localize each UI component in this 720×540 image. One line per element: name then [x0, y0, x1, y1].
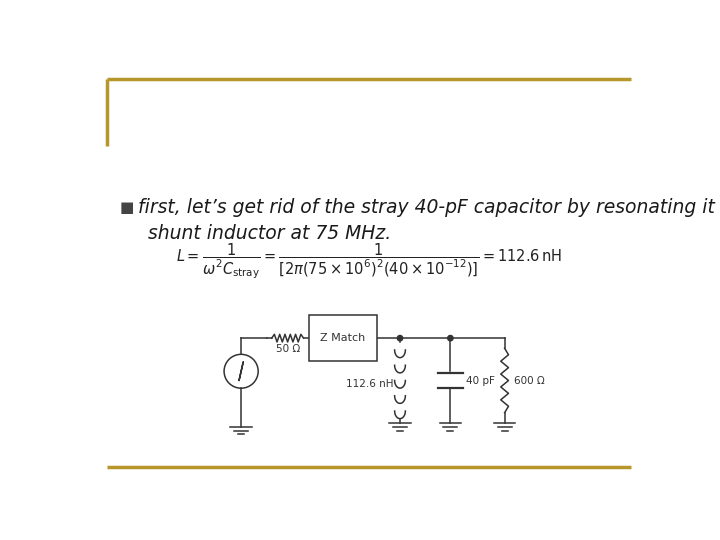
Text: 50 Ω: 50 Ω: [276, 345, 300, 354]
Text: 40 pF: 40 pF: [466, 375, 495, 386]
Text: 112.6 nH: 112.6 nH: [346, 379, 394, 389]
Circle shape: [397, 335, 402, 341]
Text: ■: ■: [120, 200, 134, 214]
Text: shunt inductor at 75 MHz.: shunt inductor at 75 MHz.: [148, 224, 392, 243]
Bar: [309, 315, 377, 361]
Circle shape: [448, 335, 453, 341]
Text: $L = \dfrac{1}{\omega^2 C_{\mathrm{stray}}} = \dfrac{1}{[2\pi(75 \times 10^6)^2(: $L = \dfrac{1}{\omega^2 C_{\mathrm{stray…: [176, 241, 562, 281]
Text: Z Match: Z Match: [320, 333, 365, 343]
Text: 600 Ω: 600 Ω: [514, 375, 544, 386]
Text: first, let’s get rid of the stray 40-pF capacitor by resonating it with a: first, let’s get rid of the stray 40-pF …: [138, 198, 720, 217]
